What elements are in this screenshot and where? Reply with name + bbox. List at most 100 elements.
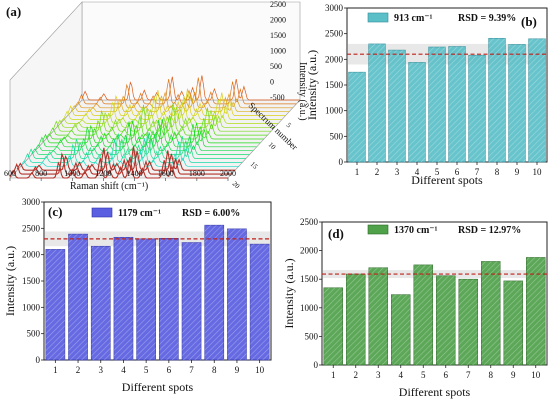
panel-a-z-ticks: 0 5 10 15 20 — [231, 102, 311, 191]
bar-hatch — [159, 238, 179, 360]
bar-hatch — [458, 279, 478, 365]
bar-hatch — [346, 274, 366, 365]
spectrum-line — [60, 108, 279, 124]
x-tick-label: 5 — [144, 365, 149, 375]
rsd-label: RSD = 12.97% — [458, 225, 521, 236]
bar-hatch — [526, 257, 546, 365]
bar-hatch — [136, 238, 156, 360]
legend-swatch — [367, 224, 389, 235]
bar-hatch — [468, 55, 486, 162]
bar-hatch — [481, 261, 501, 365]
bar-hatch — [348, 72, 366, 162]
y-tick-label: 2500 — [22, 223, 41, 233]
bar-hatch — [488, 38, 506, 162]
bar-hatch — [113, 237, 133, 360]
waterfall-spectra — [9, 75, 300, 179]
x-tick-label: 7 — [189, 365, 194, 375]
y-tick-label: 1500 — [22, 276, 41, 286]
bar-hatch — [323, 287, 343, 365]
panel-a-y-tick-label: 2000 — [270, 16, 286, 25]
spectrum-line — [27, 131, 246, 159]
y-tick-label: 1000 — [325, 106, 344, 116]
x-tick-label: 9 — [511, 370, 516, 380]
panel-b-bar-chart: 1 2 3 4 5 6 7 8 9 10 0 500 1000 1500 2000 2500 3000 Inten… — [305, 3, 548, 187]
legend-swatch — [91, 207, 113, 218]
panel-a-x-tick-label: 1200 — [95, 169, 111, 178]
x-tick-label: 4 — [415, 167, 420, 177]
panel-a-z-tick-label: 5 — [285, 121, 293, 130]
x-tick-label: 5 — [435, 167, 440, 177]
x-axis-title: Different spots — [399, 385, 471, 399]
y-axis-title: Intensity (a.u.) — [305, 50, 319, 120]
x-axis-title: Different spots — [122, 380, 194, 394]
panel-a-z-tick-label: 10 — [267, 141, 278, 152]
y-tick-label: 2000 — [22, 250, 41, 260]
x-tick-label: 1 — [331, 370, 336, 380]
x-axis-title: Different spots — [411, 173, 483, 187]
x-tick-label: 7 — [475, 167, 480, 177]
bar-hatch — [436, 275, 456, 365]
spectrum-line — [56, 107, 275, 128]
panel-a-z-tick-label: 20 — [231, 180, 242, 191]
bar-hatch — [508, 44, 526, 162]
panel-a-label: (a) — [6, 4, 21, 19]
legend-label: 1370 cm⁻¹ — [394, 225, 438, 236]
y-tick-label: 0 — [314, 360, 319, 370]
panel-a-z-tick-label: 0 — [303, 102, 311, 111]
x-tick-label: 5 — [421, 370, 426, 380]
panel-a-y-tick-label: 0 — [270, 78, 274, 87]
panel-a-x-tick-label: 800 — [35, 169, 47, 178]
spectrum-line — [81, 75, 300, 101]
bar-hatch — [45, 249, 65, 360]
y-tick-label: 2500 — [325, 29, 344, 39]
y-tick-label: 500 — [330, 131, 344, 141]
panel-a-y-tick-label: 1500 — [270, 31, 286, 40]
spectrum-line — [70, 94, 290, 113]
spectrum-line — [31, 138, 250, 155]
plot-frame — [321, 221, 548, 366]
x-tick-label: 8 — [212, 365, 217, 375]
bar-hatch — [204, 225, 224, 360]
x-tick-label: 9 — [235, 365, 240, 375]
panel-c-bar-chart: 1 2 3 4 5 6 7 8 9 10 0 500 1000 1500 2000 2500 3000 Inten… — [3, 197, 272, 394]
x-tick-label: 6 — [455, 167, 460, 177]
panel-a-x-tick-label: 2000 — [220, 169, 236, 178]
y-tick-label: 1000 — [300, 303, 319, 313]
y-axis-title: Intensity (a.u.) — [282, 258, 296, 328]
panel-a-y-tick-label: -500 — [270, 93, 285, 102]
y-tick-label: 3000 — [325, 3, 344, 13]
y-tick-label: 3000 — [22, 197, 41, 207]
bar-hatch — [428, 47, 446, 162]
x-tick-label: 10 — [531, 370, 541, 380]
bar-hatch — [368, 43, 386, 162]
bar-hatch — [368, 267, 388, 365]
x-tick-label: 3 — [376, 370, 381, 380]
x-tick-label: 2 — [354, 370, 359, 380]
panel-a-waterfall: 600 800 1000 1200 1400 1600 1800 2000 -500 0 500 1… — [4, 0, 311, 192]
panel-a-y-axis-title: Intensity (a.u.) — [297, 62, 308, 121]
y-tick-label: 2000 — [300, 246, 319, 256]
spectrum-line — [13, 146, 232, 175]
y-tick-label: 1000 — [22, 302, 41, 312]
x-tick-label: 7 — [466, 370, 471, 380]
bar-hatch — [503, 280, 523, 365]
x-tick-label: 4 — [121, 365, 126, 375]
bar-hatch — [182, 242, 202, 360]
panel-a-x-ticks: 600 800 1000 1200 1400 1600 1800 2000 — [4, 169, 236, 181]
bar-hatch — [391, 294, 411, 365]
panel-a-y-tick-label: 2500 — [270, 0, 286, 9]
bar-hatch — [250, 244, 270, 360]
bar-hatch — [408, 62, 426, 163]
rsd-label: RSD = 6.00% — [182, 208, 240, 219]
x-tick-label: 2 — [375, 167, 380, 177]
y-tick-label: 0 — [339, 157, 344, 167]
x-tick-label: 8 — [495, 167, 500, 177]
panel-a-y-ticks: -500 0 500 1000 1500 2000 2500 — [270, 0, 286, 102]
bar-hatch — [388, 50, 406, 162]
panel-a-y-tick-label: 1000 — [270, 47, 286, 56]
bar-hatch — [68, 234, 88, 360]
y-axis-title: Intensity (a.u.) — [3, 246, 17, 316]
y-tick-label: 500 — [27, 329, 41, 339]
legend-label: 1179 cm⁻¹ — [118, 208, 161, 219]
